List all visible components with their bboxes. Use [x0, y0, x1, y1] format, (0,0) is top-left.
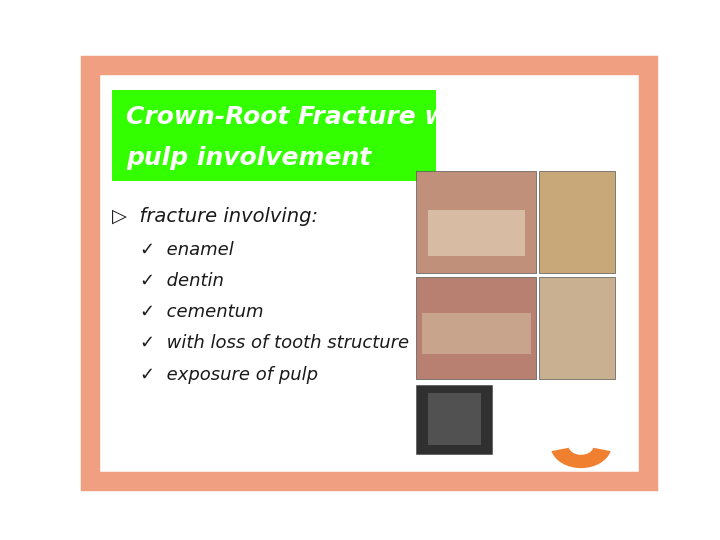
FancyBboxPatch shape [539, 171, 615, 273]
FancyBboxPatch shape [428, 210, 526, 256]
FancyBboxPatch shape [539, 277, 615, 379]
Wedge shape [552, 448, 611, 468]
FancyBboxPatch shape [416, 171, 536, 273]
Text: ✓  with loss of tooth structure: ✓ with loss of tooth structure [140, 334, 410, 353]
Text: ✓  dentin: ✓ dentin [140, 272, 224, 290]
FancyBboxPatch shape [416, 277, 536, 379]
FancyBboxPatch shape [112, 90, 436, 181]
Text: pulp involvement: pulp involvement [126, 146, 372, 170]
FancyBboxPatch shape [422, 313, 531, 354]
Text: ✓  exposure of pulp: ✓ exposure of pulp [140, 366, 318, 383]
Text: Crown-Root Fracture with: Crown-Root Fracture with [126, 105, 486, 129]
Text: ✓  enamel: ✓ enamel [140, 241, 234, 259]
Text: ✓  cementum: ✓ cementum [140, 303, 264, 321]
FancyBboxPatch shape [428, 393, 481, 446]
Text: ▷  fracture involving:: ▷ fracture involving: [112, 207, 318, 226]
FancyBboxPatch shape [416, 385, 492, 454]
